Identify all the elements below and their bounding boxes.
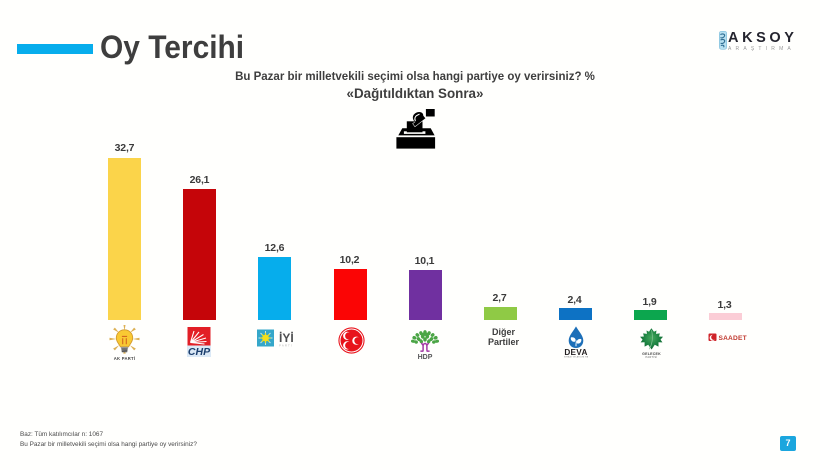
svg-text:AK PARTİ: AK PARTİ bbox=[114, 355, 135, 360]
svg-text:SAADET: SAADET bbox=[719, 335, 747, 342]
svg-text:PARTİ: PARTİ bbox=[279, 342, 293, 347]
svg-text:İYİ: İYİ bbox=[279, 330, 294, 345]
svg-text:CHP: CHP bbox=[187, 346, 210, 357]
svg-text:PARTİSİ: PARTİSİ bbox=[645, 353, 657, 358]
svg-text:DEVA: DEVA bbox=[564, 348, 587, 357]
svg-text:DEMOKRASİ VE ATILIM PARTİSİ: DEMOKRASİ VE ATILIM PARTİSİ bbox=[564, 355, 588, 358]
svg-text:GELECEK: GELECEK bbox=[642, 351, 661, 355]
svg-text:HDP: HDP bbox=[418, 354, 433, 360]
